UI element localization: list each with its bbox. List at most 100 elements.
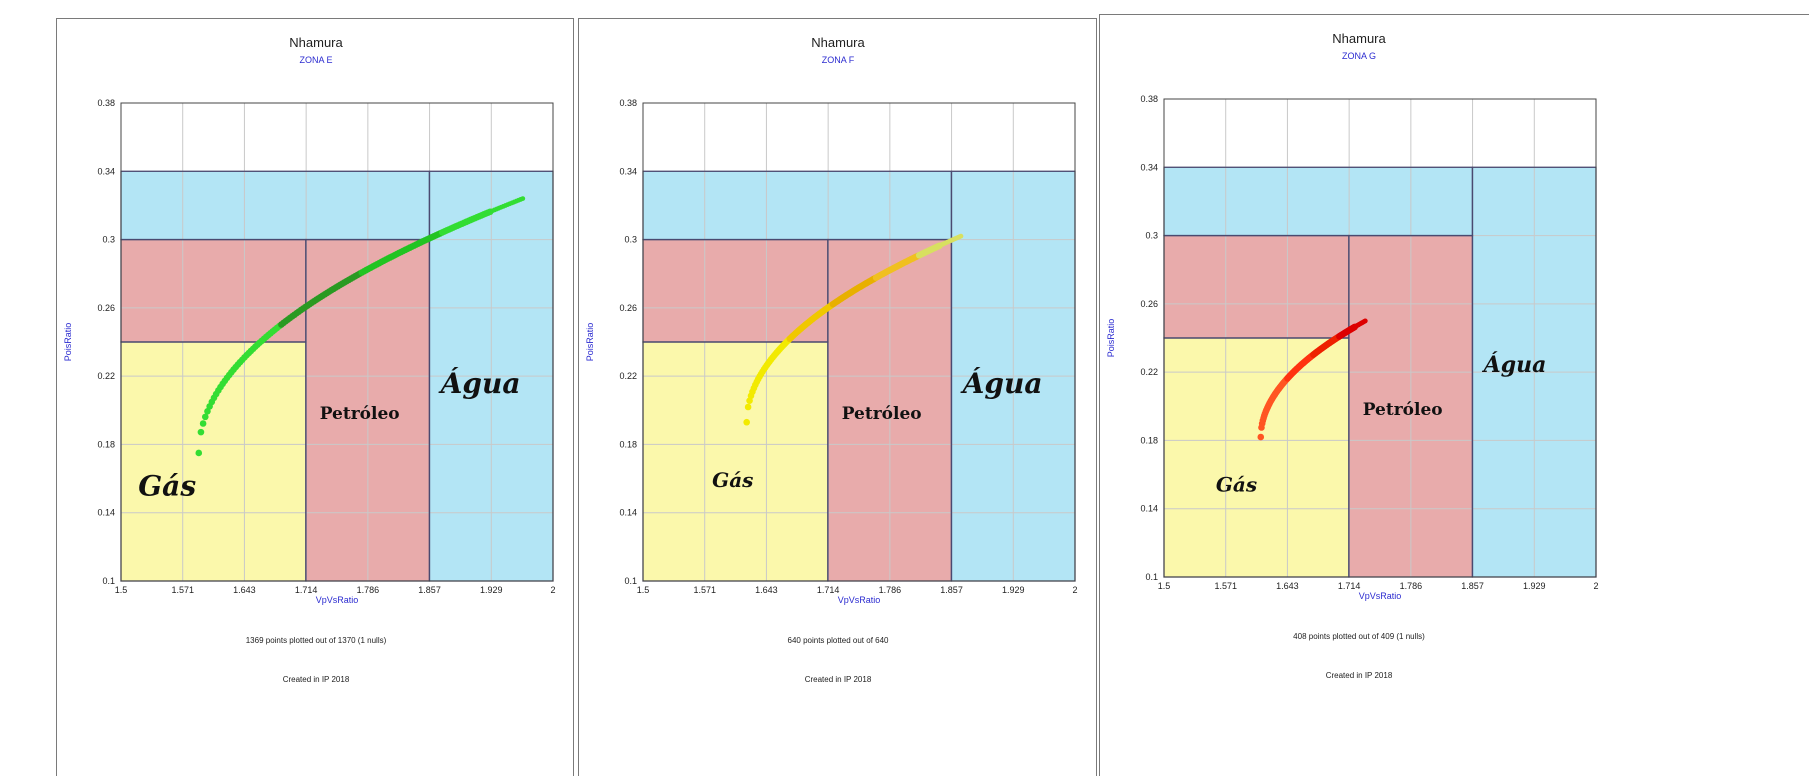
x-tick-label: 1.714 — [817, 585, 840, 595]
x-tick-label: 1.714 — [295, 585, 318, 595]
y-tick-label: 0.1 — [624, 576, 637, 586]
created-note: Created in IP 2018 — [804, 675, 872, 684]
x-tick-label: 1.786 — [357, 585, 380, 595]
region-0 — [1164, 338, 1349, 577]
x-tick-label: 1.857 — [1461, 581, 1484, 591]
x-tick-label: 1.857 — [940, 585, 963, 595]
data-point — [743, 418, 750, 426]
region-label: Gás — [712, 468, 753, 492]
region-0 — [121, 342, 306, 581]
x-tick-label: 1.786 — [879, 585, 902, 595]
y-axis-label: PoisRatio — [585, 323, 595, 362]
y-tick-label: 0.3 — [1145, 231, 1158, 241]
y-tick-label: 0.14 — [619, 508, 637, 518]
created-note: Created in IP 2018 — [1325, 671, 1393, 680]
x-tick-label: 1.714 — [1338, 581, 1361, 591]
region-label: Petróleo — [1363, 400, 1443, 420]
data-point — [199, 420, 207, 427]
data-point — [195, 449, 203, 457]
region-2 — [1164, 235, 1349, 338]
plot-frame — [120, 102, 554, 582]
x-tick-label: 1.5 — [115, 585, 128, 595]
scatter-plot: 1.5 1.571 1.643 1.714 1.786 1.857 1.929 2 0.1 0.1… — [1106, 94, 1599, 601]
region-label: Água — [960, 367, 1043, 400]
region-2 — [643, 239, 828, 342]
chart-panel-zona-f: Nhamura ZONA F 1.5 1.571 1.643 1.714 1.786 1.… — [578, 18, 1097, 776]
x-tick-label: 1.643 — [233, 585, 256, 595]
x-axis-label: VpVsRatio — [838, 595, 881, 605]
x-tick-label: 1.929 — [1523, 581, 1546, 591]
y-tick-label: 0.14 — [97, 508, 115, 518]
x-tick-label: 1.786 — [1400, 581, 1423, 591]
x-tick-label: 2 — [550, 585, 555, 595]
y-tick-label: 0.1 — [1145, 572, 1158, 582]
y-tick-label: 0.18 — [97, 439, 115, 449]
y-tick-label: 0.38 — [97, 98, 115, 108]
x-tick-label: 1.643 — [1276, 581, 1299, 591]
chart-subtitle: ZONA G — [1341, 51, 1376, 61]
x-tick-label: 1.571 — [171, 585, 194, 595]
points-note: 1369 points plotted out of 1370 (1 nulls… — [245, 636, 387, 645]
scatter-plot: 1.5 1.571 1.643 1.714 1.786 1.857 1.929 2 0.1 0.1… — [63, 98, 556, 605]
chart-panel-zona-e: Nhamura ZONA E 1.5 1.571 1.643 1.714 1.786 1.… — [56, 18, 574, 776]
chart-title: Nhamura — [289, 35, 343, 50]
y-tick-label: 0.22 — [1140, 367, 1158, 377]
y-tick-label: 0.34 — [619, 166, 637, 176]
x-tick-label: 1.929 — [480, 585, 503, 595]
data-point — [1257, 433, 1265, 441]
y-tick-label: 0.38 — [619, 98, 637, 108]
x-tick-label: 1.571 — [1214, 581, 1237, 591]
chart-panel-zona-g: Nhamura ZONA G 1.5 1.571 1.643 1.714 1.786 1.… — [1099, 14, 1809, 776]
plot-frame — [642, 102, 1076, 582]
y-tick-label: 0.3 — [102, 235, 115, 245]
chart-title: Nhamura — [811, 35, 865, 50]
data-point — [197, 428, 205, 436]
x-tick-label: 1.5 — [1158, 581, 1171, 591]
points-note: 640 points plotted out of 640 — [787, 636, 889, 645]
x-axis-label: VpVsRatio — [1359, 591, 1402, 601]
x-tick-label: 2 — [1072, 585, 1077, 595]
y-tick-label: 0.22 — [619, 371, 637, 381]
region-label: Petróleo — [320, 404, 400, 424]
region-label: Petróleo — [842, 404, 922, 424]
data-point — [201, 413, 209, 421]
scatter-plot: 1.5 1.571 1.643 1.714 1.786 1.857 1.929 2 0.1 0.1… — [585, 98, 1078, 605]
x-tick-label: 1.929 — [1002, 585, 1025, 595]
created-note: Created in IP 2018 — [282, 675, 350, 684]
region-label: Água — [438, 367, 521, 400]
region-3 — [643, 171, 952, 240]
y-tick-label: 0.18 — [1140, 435, 1158, 445]
data-point — [1362, 318, 1368, 324]
region-label: Gás — [1216, 473, 1257, 497]
region-3 — [121, 171, 430, 240]
x-tick-label: 1.5 — [637, 585, 650, 595]
chart-title: Nhamura — [1332, 31, 1386, 46]
points-note: 408 points plotted out of 409 (1 nulls) — [1293, 632, 1425, 641]
data-point — [958, 233, 964, 239]
y-tick-label: 0.34 — [1140, 162, 1158, 172]
region-0 — [643, 342, 828, 581]
x-tick-label: 1.571 — [693, 585, 716, 595]
chart-subtitle: ZONA E — [299, 55, 333, 65]
y-axis-label: PoisRatio — [1106, 319, 1116, 358]
y-tick-label: 0.38 — [1140, 94, 1158, 104]
x-tick-label: 1.857 — [418, 585, 441, 595]
y-tick-label: 0.1 — [102, 576, 115, 586]
x-tick-label: 2 — [1593, 581, 1598, 591]
y-tick-label: 0.34 — [97, 166, 115, 176]
y-axis-label: PoisRatio — [63, 323, 73, 362]
data-point — [204, 407, 211, 415]
region-label: Água — [1482, 351, 1547, 378]
y-tick-label: 0.18 — [619, 439, 637, 449]
data-point — [520, 196, 526, 202]
x-axis-label: VpVsRatio — [316, 595, 359, 605]
y-tick-label: 0.26 — [97, 303, 115, 313]
y-tick-label: 0.3 — [624, 235, 637, 245]
region-3 — [1164, 167, 1473, 236]
chart-subtitle: ZONA F — [821, 55, 855, 65]
region-2 — [121, 239, 306, 342]
x-tick-label: 1.643 — [755, 585, 778, 595]
plot-frame — [1163, 98, 1597, 578]
y-tick-label: 0.14 — [1140, 504, 1158, 514]
data-point — [744, 403, 752, 411]
